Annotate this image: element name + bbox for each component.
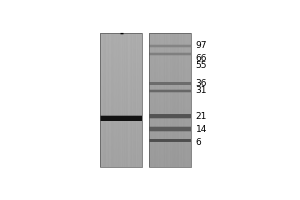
Bar	[149, 139, 191, 142]
Bar	[149, 33, 191, 167]
Bar	[149, 53, 191, 55]
Text: 66: 66	[196, 54, 207, 63]
Bar	[149, 53, 191, 56]
Text: 55: 55	[196, 61, 207, 70]
Bar	[149, 45, 191, 47]
Bar	[149, 82, 191, 85]
Bar	[149, 52, 191, 55]
Text: 14: 14	[196, 125, 207, 134]
Text: 21: 21	[196, 112, 207, 121]
Text: 97: 97	[196, 41, 207, 50]
Bar	[149, 127, 191, 131]
Bar	[149, 139, 191, 141]
Bar	[149, 115, 191, 119]
Bar	[149, 127, 191, 132]
Bar	[149, 126, 191, 131]
Bar	[100, 116, 142, 121]
Text: 6: 6	[196, 138, 201, 147]
Bar	[149, 114, 191, 118]
Bar	[149, 89, 191, 92]
Bar	[100, 115, 142, 121]
Bar	[149, 82, 191, 85]
Bar	[100, 116, 142, 121]
Bar	[149, 114, 191, 118]
Bar	[149, 139, 191, 142]
Bar	[149, 90, 191, 93]
Text: 36: 36	[196, 79, 207, 88]
Text: -: -	[119, 29, 123, 39]
Bar	[149, 90, 191, 92]
Bar	[100, 33, 142, 167]
Bar	[149, 45, 191, 48]
Bar	[149, 82, 191, 85]
Text: 31: 31	[196, 86, 207, 95]
Bar	[149, 44, 191, 47]
